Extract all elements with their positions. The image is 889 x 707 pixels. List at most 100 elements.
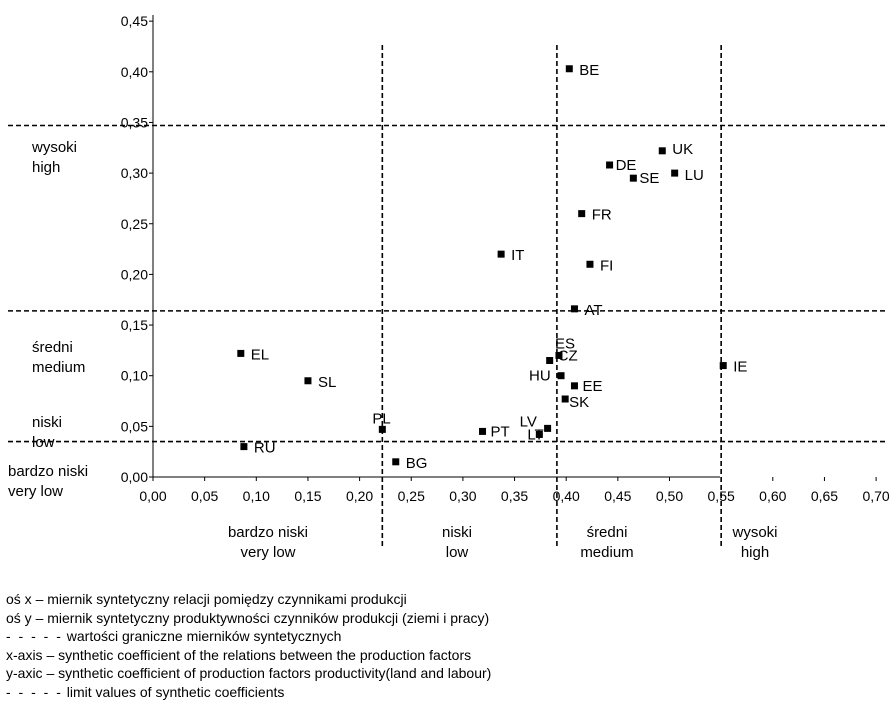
- data-point-label: PL: [372, 410, 390, 427]
- y-tick-labels: 0,00 0,05 0,10 0,15 0,20 0,25 0,30 0,35 0,40 0,45…: [121, 13, 148, 485]
- data-point-label: FR: [592, 207, 612, 224]
- note-x-axis-en: x-axis – synthetic coefficient of the re…: [6, 646, 472, 663]
- data-point-marker: [578, 210, 586, 218]
- x-tick-label: 0,15: [294, 488, 321, 504]
- x-band-label-en: very low: [240, 544, 295, 561]
- data-point-label: DE: [616, 157, 637, 174]
- y-band-label-en: medium: [32, 359, 85, 376]
- x-band-label-en: medium: [580, 544, 633, 561]
- dash-legend-symbol: - - - - -: [6, 683, 63, 700]
- data-point-marker: [555, 351, 563, 359]
- x-tick-label: 0,30: [449, 488, 476, 504]
- data-point-label: UK: [672, 141, 693, 158]
- data-point-label: LV: [520, 413, 537, 430]
- x-tick-label: 0,10: [243, 488, 270, 504]
- data-point-marker: [304, 377, 312, 385]
- data-point-label: ES: [555, 335, 575, 352]
- note-x-axis-pl: oś x – miernik syntetyczny relacji pomię…: [6, 591, 407, 607]
- data-points: NLDKBEUKSEDELUFRITFIATESCZHUEESKLVLTPTIE…: [237, 62, 747, 472]
- data-point-marker: [557, 372, 565, 380]
- note-threshold-en: - - - - - limit values of synthetic coef…: [6, 683, 491, 702]
- x-tick-label: 0,55: [708, 488, 735, 504]
- data-point-marker: [719, 362, 727, 370]
- data-point-label: CZ: [558, 348, 578, 365]
- data-point-label: SK: [569, 394, 589, 411]
- data-point-marker: [378, 425, 386, 433]
- x-band-label-pl: bardzo niski: [228, 524, 308, 541]
- data-point-marker: [546, 357, 554, 365]
- note-threshold-pl: - - - - - wartości graniczne mierników s…: [6, 627, 491, 646]
- data-point-label: AT: [584, 302, 602, 319]
- data-point-label: BE: [579, 62, 599, 79]
- x-tick-label: 0,25: [398, 488, 425, 504]
- x-tick-label: 0,05: [191, 488, 218, 504]
- y-band-label-pl: bardzo niski: [8, 463, 88, 480]
- y-tick-label: 0,15: [121, 317, 148, 333]
- x-tick-label: 0,65: [811, 488, 838, 504]
- data-point-marker: [535, 430, 543, 438]
- x-band-label-en: low: [446, 544, 469, 561]
- x-band-labels: bardzo niski very low niski low średni medium…: [228, 524, 778, 561]
- data-point-label: LU: [685, 167, 704, 184]
- data-point-marker: [570, 382, 578, 390]
- y-band-label-pl: średni: [32, 339, 73, 356]
- y-tick-label: 0,20: [121, 266, 148, 282]
- note-y-axis-pl: oś y – miernik syntetyczny produktywnośc…: [6, 609, 490, 626]
- data-point-label: PT: [491, 423, 510, 440]
- y-band-label-en: low: [32, 434, 55, 451]
- y-tick-label: 0,25: [121, 216, 148, 232]
- x-tick-label: 0,00: [139, 488, 166, 504]
- y-band-label-pl: wysoki: [31, 139, 77, 156]
- data-point-label: SE: [639, 170, 659, 187]
- data-point-label: EE: [582, 378, 602, 395]
- data-point-marker: [544, 424, 552, 432]
- y-tick-label: 0,30: [121, 165, 148, 181]
- note-y-axis-en: y-axic – synthetic coefficient of produc…: [6, 665, 492, 681]
- y-tick-label: 0,00: [121, 469, 148, 485]
- y-band-label-en: high: [32, 159, 60, 176]
- x-tick-label: 0,60: [759, 488, 786, 504]
- data-point-marker: [240, 443, 248, 451]
- data-point-marker: [565, 65, 573, 73]
- x-band-label-pl: średni: [587, 524, 628, 541]
- y-tick-label: 0,10: [121, 368, 148, 384]
- data-point-marker: [479, 427, 487, 435]
- x-tick-label: 0,45: [604, 488, 631, 504]
- y-tick-label: 0,35: [121, 114, 148, 130]
- data-point-label: EL: [251, 346, 269, 363]
- threshold-lines: [8, 45, 886, 548]
- chart-notes: oś x – miernik syntetyczny relacji pomię…: [6, 590, 491, 701]
- note-threshold-pl-text: wartości graniczne mierników syntetyczny…: [62, 628, 342, 644]
- x-tick-label: 0,50: [656, 488, 683, 504]
- x-tick-labels: 0,00 0,05 0,10 0,15 0,20 0,25 0,30 0,35 0,40 0,45…: [139, 488, 889, 504]
- y-tick-label: 0,05: [121, 418, 148, 434]
- data-point-label: HU: [529, 368, 551, 385]
- x-band-label-pl: wysoki: [731, 524, 777, 541]
- x-band-label-en: high: [741, 544, 769, 561]
- data-point-marker: [237, 349, 245, 357]
- data-point-label: FI: [600, 257, 613, 274]
- data-point-label: LT: [527, 426, 543, 443]
- data-point-marker: [606, 161, 614, 169]
- data-point-marker: [671, 169, 679, 177]
- axes: [149, 15, 877, 481]
- x-tick-label: 0,70: [862, 488, 889, 504]
- data-point-marker: [586, 260, 594, 268]
- data-point-marker: [497, 250, 505, 258]
- y-tick-label: 0,45: [121, 13, 148, 29]
- x-band-label-pl: niski: [442, 524, 472, 541]
- data-point-marker: [561, 395, 569, 403]
- data-point-label: IT: [511, 247, 524, 264]
- data-point-label: RU: [254, 440, 276, 457]
- x-tick-label: 0,40: [553, 488, 580, 504]
- x-tick-label: 0,35: [501, 488, 528, 504]
- data-point-marker: [658, 147, 666, 155]
- x-tick-label: 0,20: [346, 488, 373, 504]
- dash-legend-symbol: - - - - -: [6, 628, 63, 644]
- y-tick-label: 0,40: [121, 64, 148, 80]
- data-point-label: SL: [318, 374, 336, 391]
- y-band-label-pl: niski: [32, 414, 62, 431]
- y-band-labels: wysoki high średni medium niski low bardzo nis…: [8, 139, 88, 500]
- data-point-label: BG: [406, 455, 428, 472]
- note-threshold-en-text: limit values of synthetic coefficients: [62, 683, 285, 700]
